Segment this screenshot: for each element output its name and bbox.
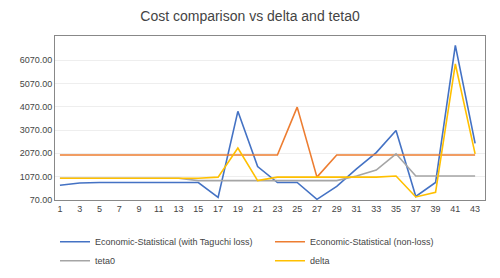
svg-text:27: 27 bbox=[312, 204, 322, 214]
svg-text:5: 5 bbox=[97, 204, 102, 214]
svg-text:1: 1 bbox=[57, 204, 62, 214]
svg-text:25: 25 bbox=[292, 204, 302, 214]
svg-text:13: 13 bbox=[174, 204, 184, 214]
svg-text:11: 11 bbox=[154, 204, 163, 214]
svg-text:29: 29 bbox=[332, 204, 342, 214]
svg-text:Economic-Statistical (with Tag: Economic-Statistical (with Taguchi loss) bbox=[95, 237, 252, 247]
svg-text:delta: delta bbox=[310, 256, 330, 266]
svg-text:39: 39 bbox=[431, 204, 441, 214]
svg-text:21: 21 bbox=[253, 204, 263, 214]
svg-text:3070.00: 3070.00 bbox=[20, 125, 53, 135]
svg-text:31: 31 bbox=[351, 204, 361, 214]
svg-text:6070.00: 6070.00 bbox=[20, 55, 53, 65]
svg-text:7: 7 bbox=[117, 204, 122, 214]
svg-text:70.00: 70.00 bbox=[30, 195, 53, 205]
svg-text:17: 17 bbox=[213, 204, 223, 214]
svg-text:3: 3 bbox=[77, 204, 82, 214]
svg-text:teta0: teta0 bbox=[95, 256, 115, 266]
svg-text:19: 19 bbox=[233, 204, 243, 214]
svg-text:35: 35 bbox=[391, 204, 401, 214]
svg-text:4070.00: 4070.00 bbox=[20, 102, 53, 112]
svg-text:9: 9 bbox=[137, 204, 142, 214]
svg-text:37: 37 bbox=[411, 204, 421, 214]
svg-text:Cost comparison vs delta and t: Cost comparison vs delta and teta0 bbox=[140, 8, 360, 24]
svg-text:15: 15 bbox=[193, 204, 203, 214]
svg-text:1070.00: 1070.00 bbox=[20, 172, 53, 182]
svg-text:2070.00: 2070.00 bbox=[20, 148, 53, 158]
svg-text:5070.00: 5070.00 bbox=[20, 79, 53, 89]
svg-text:41: 41 bbox=[450, 204, 460, 214]
svg-text:Economic-Statistical (non-loss: Economic-Statistical (non-loss) bbox=[310, 237, 434, 247]
svg-text:43: 43 bbox=[470, 204, 480, 214]
svg-text:23: 23 bbox=[272, 204, 282, 214]
svg-text:33: 33 bbox=[371, 204, 381, 214]
